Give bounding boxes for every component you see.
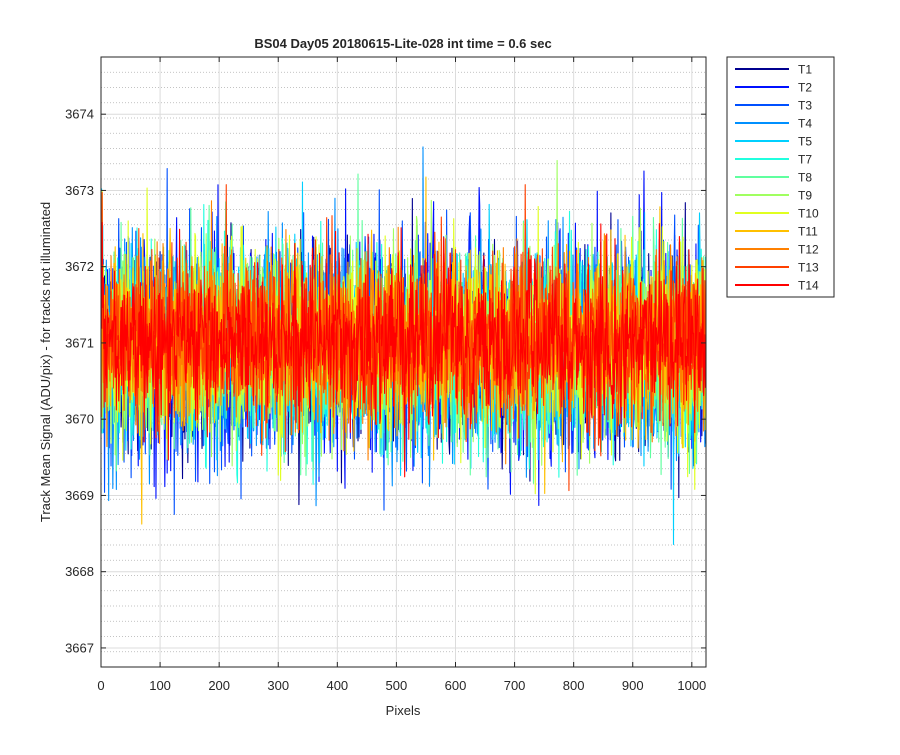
legend-label: T7 xyxy=(798,153,812,167)
y-axis-label: Track Mean Signal (ADU/pix) - for tracks… xyxy=(38,202,53,522)
x-tick-label: 800 xyxy=(563,678,585,693)
y-tick-label: 3669 xyxy=(65,488,94,503)
legend-label: T3 xyxy=(798,99,812,113)
legend-label: T1 xyxy=(798,63,812,77)
x-axis-label: Pixels xyxy=(386,703,421,718)
legend-label: T10 xyxy=(798,207,819,221)
x-tick-label: 100 xyxy=(149,678,171,693)
legend-label: T11 xyxy=(798,225,818,239)
y-tick-label: 3672 xyxy=(65,259,94,274)
y-tick-label: 3667 xyxy=(65,640,94,655)
y-tick-label: 3671 xyxy=(65,335,94,350)
y-tick-label: 3668 xyxy=(65,564,94,579)
y-tick-label: 3674 xyxy=(65,107,94,122)
legend-label: T4 xyxy=(798,117,812,131)
x-tick-label: 1000 xyxy=(677,678,706,693)
y-tick-label: 3670 xyxy=(65,412,94,427)
series-line-t14 xyxy=(101,222,706,478)
x-tick-label: 200 xyxy=(208,678,230,693)
plot-frame xyxy=(100,56,707,668)
series-group xyxy=(101,146,706,546)
legend-label: T13 xyxy=(798,261,819,275)
axes: 0 100 200 300 400 500 600 700 800 900 1000 3667 3668… xyxy=(65,57,706,693)
x-tick-label: 700 xyxy=(504,678,526,693)
y-tick-label: 3673 xyxy=(65,183,94,198)
legend-label: T14 xyxy=(798,279,819,293)
legend-label: T5 xyxy=(798,135,812,149)
x-tick-label: 500 xyxy=(386,678,408,693)
legend-label: T12 xyxy=(798,243,819,257)
legend-label: T9 xyxy=(798,189,812,203)
legend-label: T2 xyxy=(798,81,812,95)
x-tick-label: 600 xyxy=(445,678,467,693)
legend: T1 T2 T3 T4 T5 T7 T8 T9 T10 T11 T12 T13 T14 xyxy=(726,56,835,298)
x-tick-label: 400 xyxy=(326,678,348,693)
chart-title: BS04 Day05 20180615-Lite-028 int time = … xyxy=(254,36,551,51)
x-tick-label: 900 xyxy=(622,678,644,693)
x-tick-label: 300 xyxy=(267,678,289,693)
legend-label: T8 xyxy=(798,171,812,185)
x-tick-label: 0 xyxy=(97,678,104,693)
